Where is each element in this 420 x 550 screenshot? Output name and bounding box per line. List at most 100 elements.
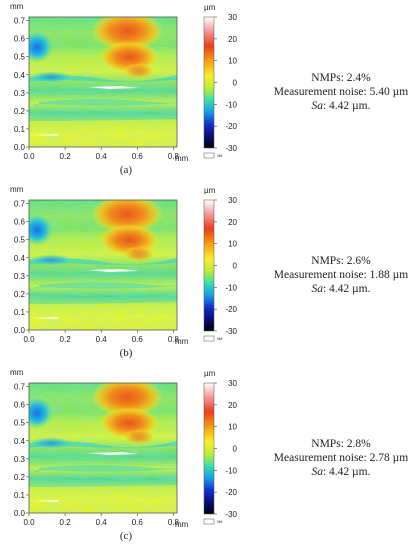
nm-label: NM <box>217 337 223 341</box>
colorbar-tick-label: 30 <box>228 196 237 205</box>
y-tick-label: 0.7 <box>14 383 26 392</box>
y-tick-label: 0.5 <box>14 236 26 245</box>
colorbar-tick-label: 0 <box>233 262 238 271</box>
sa-value: : 4.42 µm. <box>322 100 371 112</box>
y-tick-label: 0.1 <box>14 125 26 134</box>
x-tick-label: 0.0 <box>23 152 35 161</box>
nmps-text: NMPs: 2.8% <box>311 438 371 450</box>
nmps-text: NMPs: 2.4% <box>311 72 371 84</box>
colorbar-tick-label: -30 <box>225 510 237 519</box>
y-tick-label: 0.0 <box>14 509 26 518</box>
y-tick-label: 0.6 <box>14 218 26 227</box>
x-tick-label: 0.2 <box>60 152 72 161</box>
colorbar-tick-label: 10 <box>228 240 237 249</box>
y-axis-unit: mm <box>10 185 24 194</box>
x-tick-label: 0.4 <box>96 518 108 527</box>
x-axis: 0.0 0.2 0.4 0.6 0.8 <box>23 513 179 527</box>
y-tick-label: 0.3 <box>14 455 26 464</box>
sa-text: Sa: 4.42 µm. <box>262 99 420 113</box>
y-tick-label: 0.2 <box>14 107 26 116</box>
x-axis: 0.0 0.2 0.4 0.6 0.8 <box>23 330 179 344</box>
figure-panel-1: mm mm <box>0 0 420 183</box>
height-map: 0.0 0.1 0.2 0.3 0.4 0.5 0.6 0.7 0.0 0.2 0.4 0.6 0.8 <box>14 199 179 344</box>
colorbar-tick-label: -30 <box>225 327 237 336</box>
y-tick-label: 0.4 <box>14 254 26 263</box>
colorbar-unit: µm <box>204 369 216 378</box>
nm-label: NM <box>217 154 223 158</box>
sa-text: Sa: 4.42 µm. <box>262 282 420 296</box>
colorbar-tick-label: 20 <box>228 218 237 227</box>
colorbar-tick-label: -20 <box>225 122 237 131</box>
height-map: 0.0 0.1 0.2 0.3 0.4 0.5 0.6 0.7 0.0 0.2 0.4 0.6 0.8 <box>14 382 179 527</box>
colorbar-scale <box>203 382 215 515</box>
y-tick-label: 0.0 <box>14 143 26 152</box>
panel-stats: NMPs: 2.8% Measurement noise: 2.78 µm Sa… <box>262 437 420 479</box>
colorbar-tick-label: -10 <box>225 466 237 475</box>
x-tick-label: 0.2 <box>60 518 72 527</box>
y-tick-label: 0.5 <box>14 419 26 428</box>
colorbar: µm 30 20 10 0 -10 -20 -30 NM <box>203 369 238 525</box>
figure-panel-2: mm mm <box>0 183 420 366</box>
y-tick-label: 0.0 <box>14 326 26 335</box>
y-tick-label: 0.7 <box>14 200 26 209</box>
colorbar: µm 30 20 10 0 -10 -20 -30 NM <box>203 186 238 342</box>
measurement-noise-text: Measurement noise: 1.88 µm <box>273 269 409 281</box>
x-tick-label: 0.6 <box>132 335 144 344</box>
colorbar-tick-label: -10 <box>225 100 237 109</box>
colorbar: µm 30 20 10 0 -10 -20 -30 NM <box>203 3 238 159</box>
y-axis: 0.0 0.1 0.2 0.3 0.4 0.5 0.6 0.7 <box>14 383 29 518</box>
colorbar-tick-label: -30 <box>225 144 237 153</box>
x-axis: 0.0 0.2 0.4 0.6 0.8 <box>23 147 179 161</box>
x-axis-unit: mm <box>175 520 189 529</box>
panel-caption: (b) <box>119 347 133 359</box>
colorbar-tick-label: 10 <box>228 57 237 66</box>
y-tick-label: 0.1 <box>14 308 26 317</box>
panel-stats: NMPs: 2.4% Measurement noise: 5.40 µm Sa… <box>262 71 420 113</box>
x-tick-label: 0.0 <box>23 518 35 527</box>
panel-caption: (c) <box>119 530 133 542</box>
colorbar-tick-label: 20 <box>228 35 237 44</box>
colorbar-tick-label: 0 <box>233 79 238 88</box>
measurement-noise-text: Measurement noise: 2.78 µm <box>273 452 409 464</box>
sa-text: Sa: 4.42 µm. <box>262 465 420 479</box>
nm-label: NM <box>217 520 223 524</box>
x-tick-label: 0.0 <box>23 335 35 344</box>
nm-swatch <box>203 518 215 525</box>
y-axis: 0.0 0.1 0.2 0.3 0.4 0.5 0.6 0.7 <box>14 200 29 335</box>
colorbar-tick-label: 0 <box>233 445 238 454</box>
sa-value: : 4.42 µm. <box>322 466 371 478</box>
y-tick-label: 0.3 <box>14 272 26 281</box>
x-tick-label: 0.4 <box>96 152 108 161</box>
colorbar-unit: µm <box>204 186 216 195</box>
colorbar-scale <box>203 16 215 149</box>
x-tick-label: 0.2 <box>60 335 72 344</box>
colorbar-tick-label: -20 <box>225 305 237 314</box>
colorbar-tick-label: 30 <box>228 13 237 22</box>
x-tick-label: 0.8 <box>168 335 180 344</box>
nm-swatch <box>203 152 215 159</box>
panel-caption: (a) <box>119 164 133 176</box>
panel-stats: NMPs: 2.6% Measurement noise: 1.88 µm Sa… <box>262 254 420 296</box>
sa-value: : 4.42 µm. <box>322 283 371 295</box>
colorbar-scale <box>203 199 215 332</box>
sa-label: Sa <box>311 283 323 295</box>
x-tick-label: 0.8 <box>168 518 180 527</box>
y-tick-label: 0.5 <box>14 53 26 62</box>
y-tick-label: 0.6 <box>14 35 26 44</box>
colorbar-tick-label: 20 <box>228 401 237 410</box>
nmps-text: NMPs: 2.6% <box>311 255 371 267</box>
figure-panel-3: mm mm <box>0 366 420 549</box>
y-tick-label: 0.3 <box>14 89 26 98</box>
height-map-plot: mm mm <box>10 2 238 163</box>
y-tick-label: 0.2 <box>14 290 26 299</box>
height-map-plot: mm mm <box>10 185 238 346</box>
x-tick-label: 0.4 <box>96 335 108 344</box>
y-axis-unit: mm <box>10 368 24 377</box>
y-axis: 0.0 0.1 0.2 0.3 0.4 0.5 0.6 0.7 <box>14 17 29 152</box>
height-map: 0.0 0.1 0.2 0.3 0.4 0.5 0.6 0.7 0.0 0.2 0.4 0.6 0.8 <box>14 16 179 161</box>
y-tick-label: 0.2 <box>14 473 26 482</box>
y-tick-label: 0.4 <box>14 71 26 80</box>
x-axis-unit: mm <box>175 154 189 163</box>
y-tick-label: 0.1 <box>14 491 26 500</box>
x-tick-label: 0.6 <box>132 152 144 161</box>
